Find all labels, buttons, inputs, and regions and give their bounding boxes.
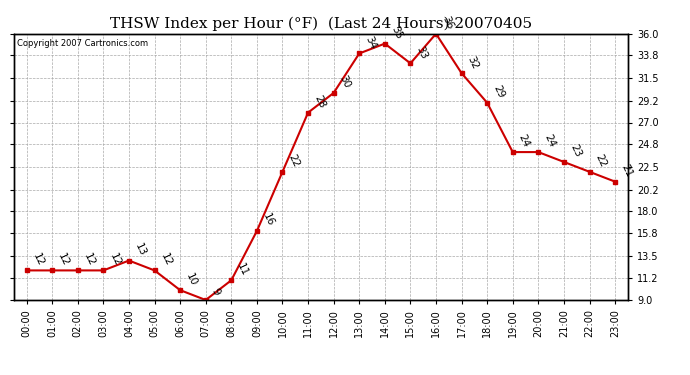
Text: 10: 10 xyxy=(184,271,199,287)
Text: 16: 16 xyxy=(261,212,276,228)
Text: 12: 12 xyxy=(108,251,122,268)
Text: 12: 12 xyxy=(57,251,71,268)
Text: 24: 24 xyxy=(517,133,531,149)
Title: THSW Index per Hour (°F)  (Last 24 Hours) 20070405: THSW Index per Hour (°F) (Last 24 Hours)… xyxy=(110,17,532,31)
Text: 36: 36 xyxy=(440,15,455,31)
Text: 23: 23 xyxy=(568,143,583,159)
Text: 21: 21 xyxy=(619,163,634,179)
Text: 12: 12 xyxy=(82,251,97,268)
Text: 32: 32 xyxy=(466,54,480,70)
Text: 28: 28 xyxy=(312,94,327,110)
Text: 12: 12 xyxy=(159,251,173,268)
Text: 22: 22 xyxy=(286,153,302,169)
Text: 30: 30 xyxy=(338,74,353,90)
Text: 34: 34 xyxy=(364,34,378,51)
Text: 22: 22 xyxy=(593,153,609,169)
Text: 11: 11 xyxy=(235,261,250,278)
Text: 24: 24 xyxy=(542,133,557,149)
Text: 35: 35 xyxy=(389,25,404,41)
Text: 33: 33 xyxy=(415,44,429,60)
Text: 29: 29 xyxy=(491,84,506,100)
Text: 13: 13 xyxy=(133,242,148,258)
Text: 9: 9 xyxy=(210,287,221,297)
Text: 12: 12 xyxy=(31,251,46,268)
Text: Copyright 2007 Cartronics.com: Copyright 2007 Cartronics.com xyxy=(17,39,148,48)
